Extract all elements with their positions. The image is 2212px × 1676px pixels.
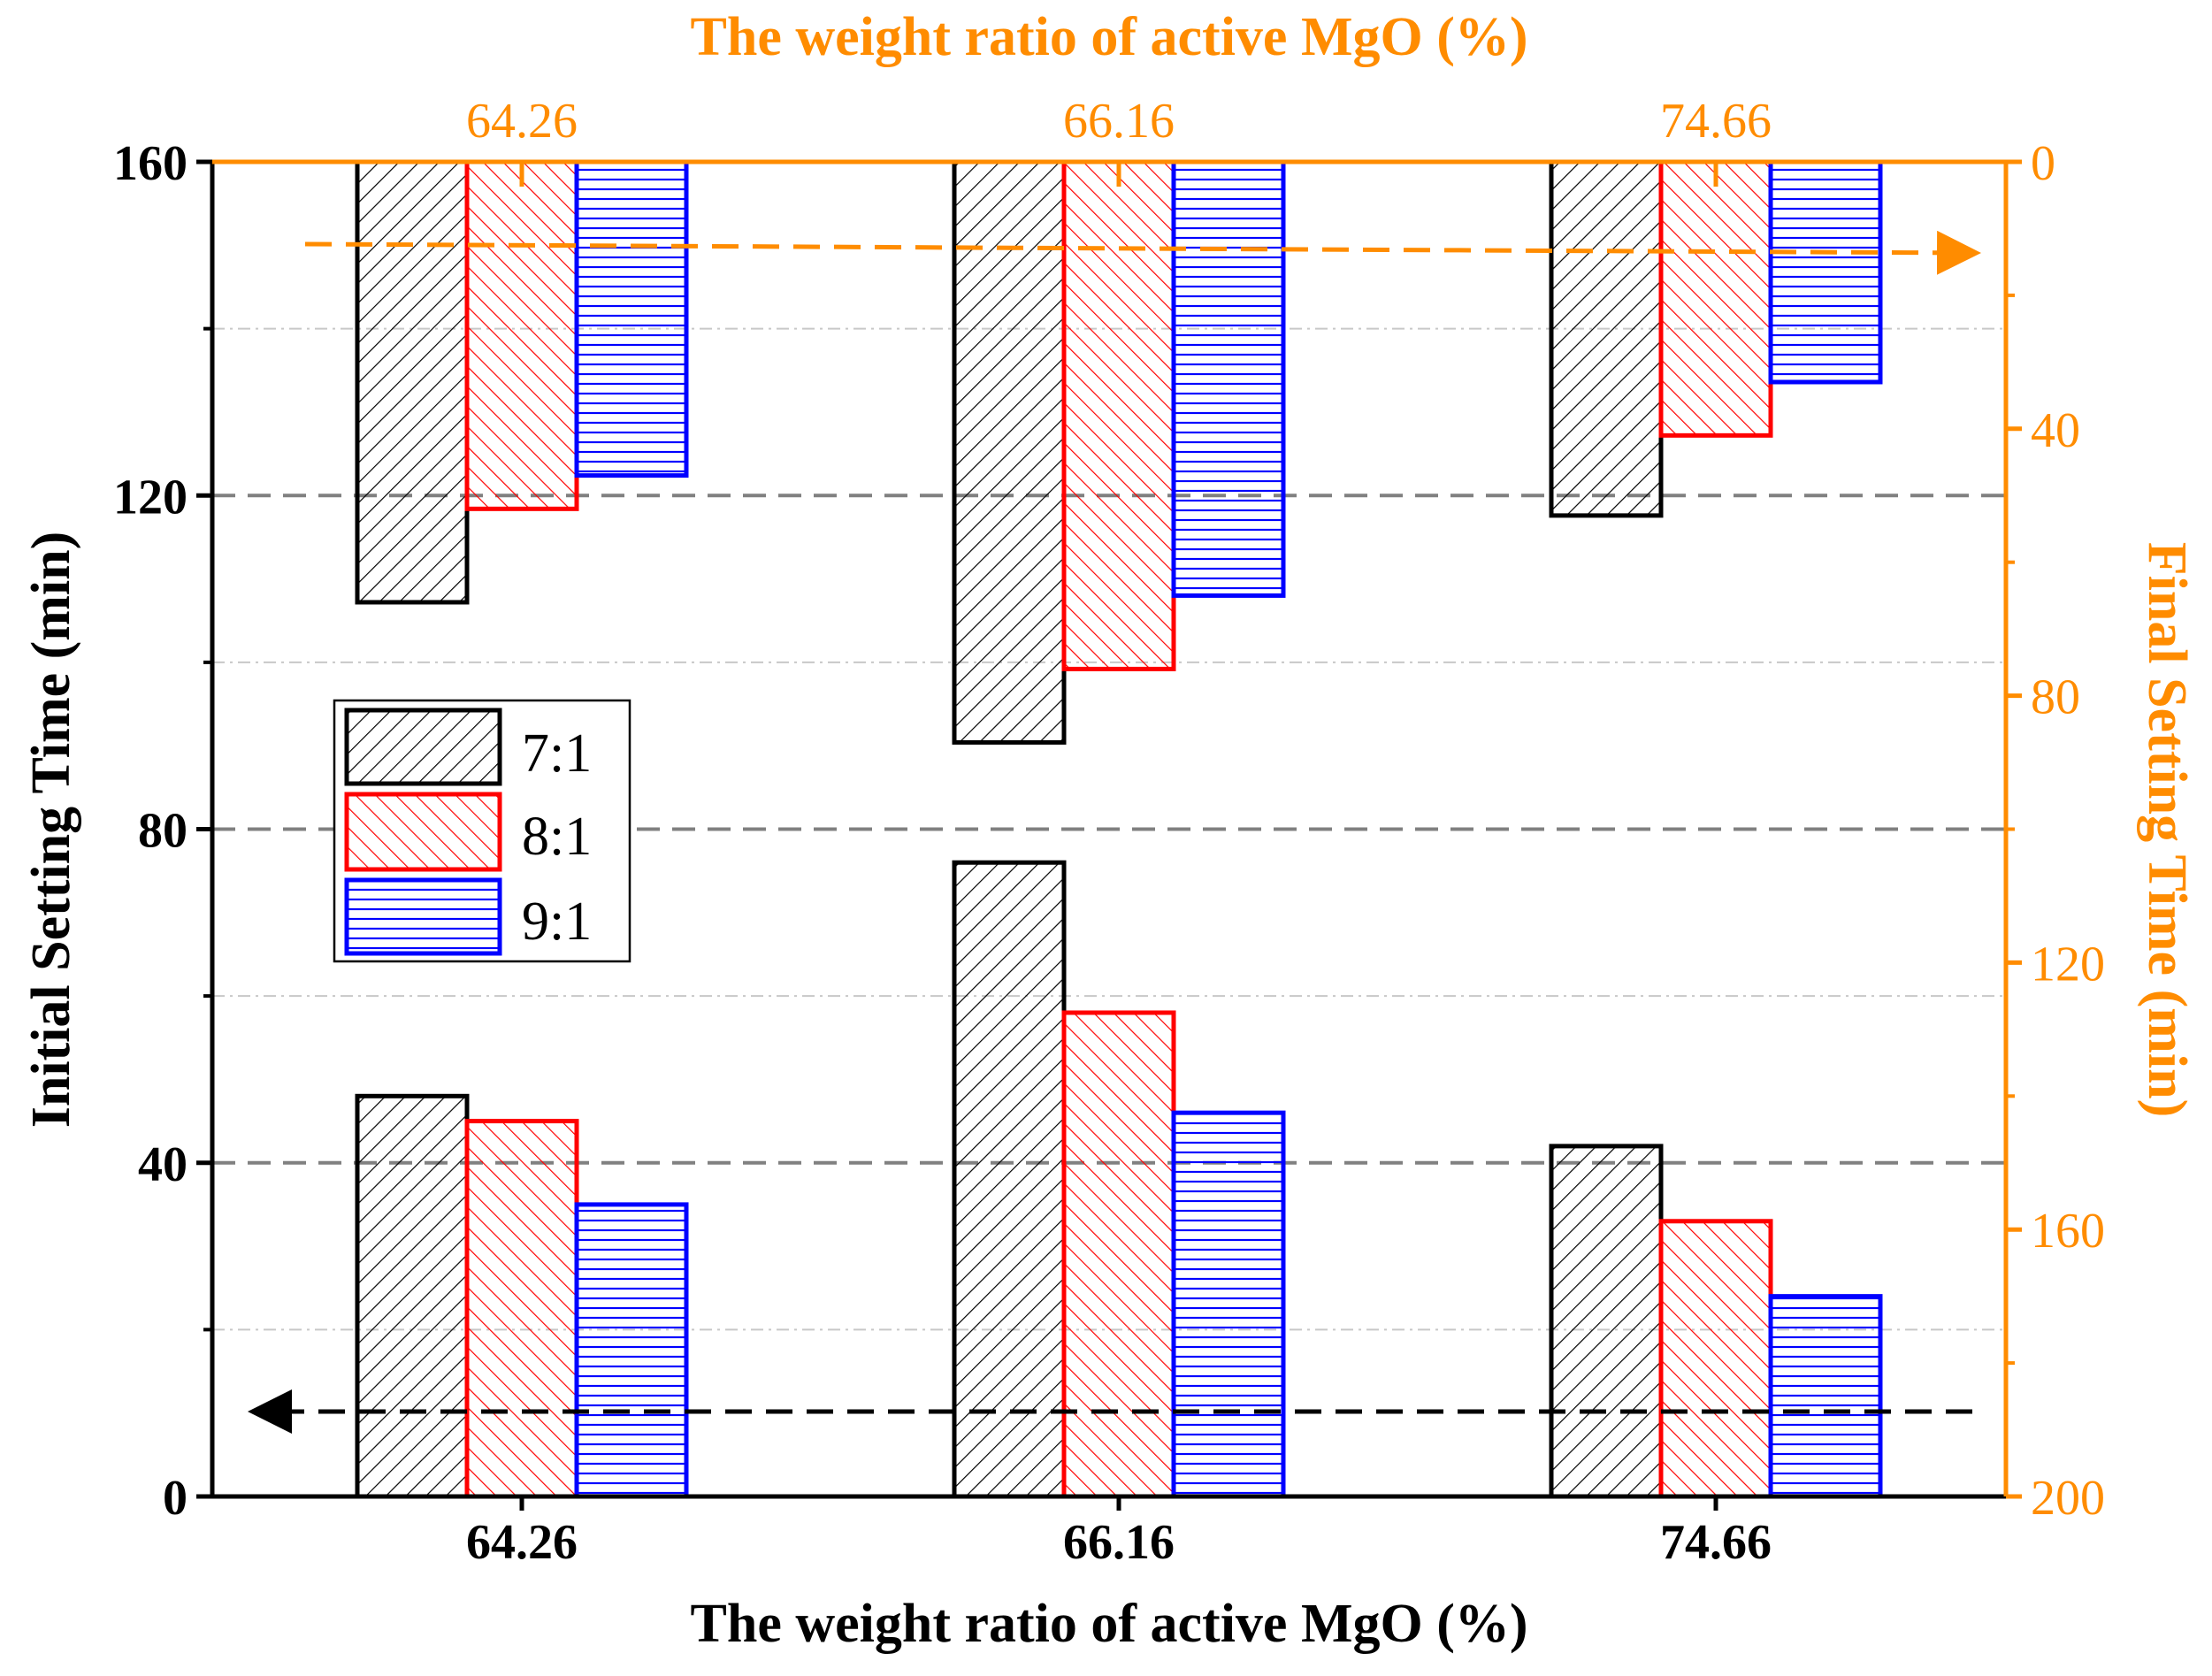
legend-swatch-7-1 <box>344 708 502 786</box>
legend-label-8-1: 8:1 <box>522 807 592 867</box>
right-tick-label: 160 <box>2031 1204 2105 1259</box>
bar-initial-9-1-64.26 <box>574 1202 689 1499</box>
bar-final-8-1-64.26 <box>464 159 579 511</box>
bars <box>355 159 1883 1499</box>
bar-final-8-1-74.66 <box>1658 159 1773 438</box>
y-axis-left-title: Initial Setting Time (min) <box>21 532 81 1129</box>
top-tick-label: 66.16 <box>1063 94 1175 149</box>
y-axis-right-title: Final Setting Time (min) <box>2137 542 2197 1117</box>
bar-final-9-1-74.66 <box>1768 159 1883 385</box>
top-axis-title: The weight ratio of active MgO (%) <box>691 7 1528 67</box>
bottom-tick-label: 64.26 <box>466 1515 578 1570</box>
bar-final-8-1-66.16 <box>1061 159 1176 671</box>
right-tick-label: 0 <box>2031 136 2055 191</box>
bar-final-9-1-66.16 <box>1171 159 1286 598</box>
bar-initial-8-1-74.66 <box>1658 1219 1773 1499</box>
bar-initial-9-1-74.66 <box>1768 1294 1883 1499</box>
bar-initial-7-1-64.26 <box>355 1093 470 1499</box>
bar-final-9-1-64.26 <box>574 159 689 478</box>
legend-label-9-1: 9:1 <box>522 892 592 952</box>
legend-swatch-9-1 <box>344 877 502 956</box>
legend-swatch-8-1 <box>344 792 502 872</box>
bar-initial-7-1-66.16 <box>952 860 1067 1499</box>
bottom-tick-label: 66.16 <box>1063 1515 1175 1570</box>
bar-final-7-1-74.66 <box>1549 159 1664 518</box>
bar-initial-8-1-64.26 <box>464 1119 579 1499</box>
left-tick-label: 120 <box>113 470 188 524</box>
bar-initial-7-1-74.66 <box>1549 1144 1664 1499</box>
left-tick-label: 80 <box>138 804 188 859</box>
legend: 7:1 8:1 9:1 <box>333 699 631 963</box>
bar-initial-8-1-66.16 <box>1061 1010 1176 1499</box>
bottom-tick-label: 74.66 <box>1660 1515 1772 1570</box>
bar-final-7-1-66.16 <box>952 159 1067 745</box>
x-axis-title: The weight ratio of active MgO (%) <box>691 1594 1528 1654</box>
right-tick-label: 200 <box>2031 1471 2105 1526</box>
bar-initial-9-1-66.16 <box>1171 1110 1286 1499</box>
bar-final-7-1-64.26 <box>355 159 470 605</box>
top-tick-label: 74.66 <box>1660 94 1772 149</box>
legend-label-7-1: 7:1 <box>522 723 592 784</box>
right-tick-label: 40 <box>2031 403 2080 458</box>
left-tick-label: 0 <box>163 1471 188 1526</box>
final-setting-arrow <box>304 230 1981 275</box>
left-tick-label: 160 <box>113 136 188 191</box>
axis-ticks: 0 40 80 120 160 0 40 80 120 160 200 64.26 66.16 74.66… <box>113 94 2105 1570</box>
top-tick-label: 64.26 <box>466 94 578 149</box>
left-tick-label: 40 <box>138 1137 188 1192</box>
right-tick-label: 120 <box>2031 937 2105 991</box>
right-tick-label: 80 <box>2031 670 2080 725</box>
